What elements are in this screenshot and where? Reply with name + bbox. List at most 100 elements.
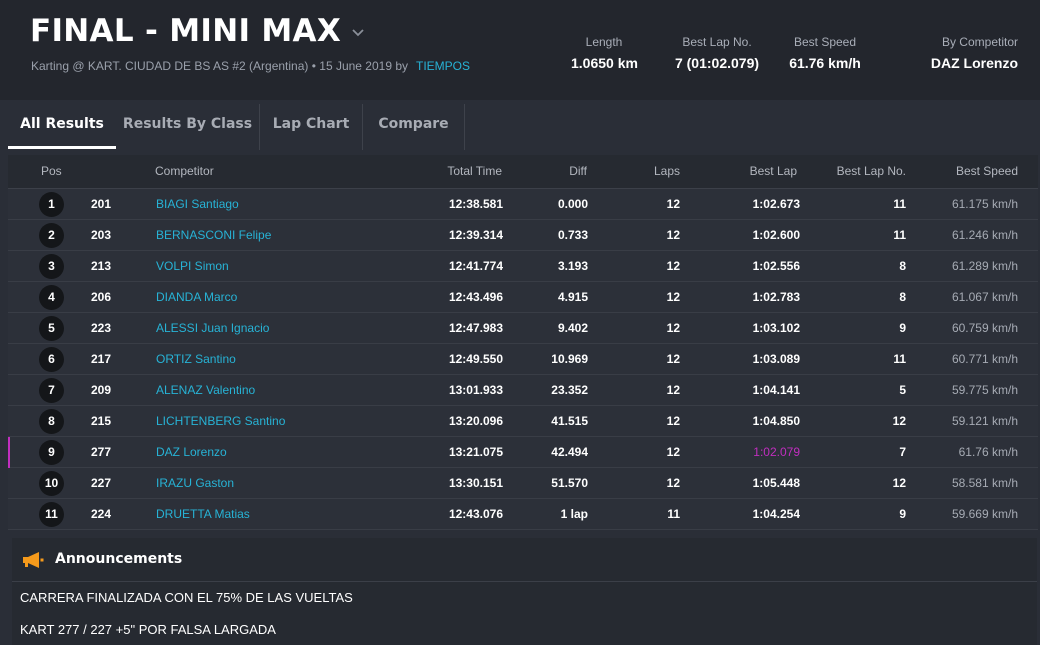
competitor-link[interactable]: VOLPI Simon (156, 259, 229, 273)
laps: 12 (666, 197, 680, 211)
announcements-title: Announcements (55, 551, 183, 567)
col-best-lap[interactable]: Best Lap (749, 164, 797, 178)
best-lap-no: 12 (892, 476, 906, 490)
stat-best-lap-no: Best Lap No. 7 (01:02.079) (668, 35, 766, 71)
best-speed: 61.289 km/h (951, 259, 1018, 273)
position-badge: 8 (39, 409, 64, 434)
competitor-link[interactable]: IRAZU Gaston (156, 476, 235, 490)
stat-length: Length 1.0650 km (571, 35, 638, 71)
kart-number: 213 (91, 259, 112, 273)
competitor-link[interactable]: ORTIZ Santino (156, 352, 236, 366)
tab-lap-chart[interactable]: Lap Chart (272, 116, 350, 132)
col-laps[interactable]: Laps (653, 164, 680, 178)
position-badge: 2 (39, 223, 64, 248)
table-row[interactable]: 1 201 BIAGI Santiago 12:38.581 0.000 12 1:02.6… (8, 189, 1038, 220)
total-time: 12:41.774 (448, 259, 503, 273)
diff: 0.733 (557, 228, 588, 242)
best-lap: 1:04.141 (752, 383, 800, 397)
table-row[interactable]: 5 223 ALESSI Juan Ignacio 12:47.983 9.402 12 1… (8, 313, 1038, 344)
best-lap-no: 11 (893, 197, 906, 211)
competitor-link[interactable]: LICHTENBERG Santino (156, 414, 286, 428)
page-title: FINAL - MINI MAX (30, 13, 342, 49)
kart-number: 203 (91, 228, 112, 242)
best-speed: 58.581 km/h (951, 476, 1018, 490)
col-diff[interactable]: Diff (569, 164, 587, 178)
best-lap-no: 12 (892, 414, 906, 428)
kart-number: 217 (91, 352, 112, 366)
best-speed: 61.76 km/h (958, 445, 1018, 459)
competitor-link[interactable]: ALENAZ Valentino (156, 383, 256, 397)
position-badge: 6 (39, 347, 64, 372)
best-lap: 1:04.254 (752, 507, 800, 521)
best-lap-no: 7 (899, 445, 906, 459)
results-table: Pos Competitor Total Time Diff Laps Best… (8, 155, 1038, 530)
stat-best-speed-value: 61.76 km/h (789, 55, 861, 71)
best-lap: 1:02.600 (752, 228, 800, 242)
table-row[interactable]: 3 213 VOLPI Simon 12:41.774 3.193 12 1:02.556 8… (8, 251, 1038, 282)
table-row[interactable]: 7 209 ALENAZ Valentino 13:01.933 23.352 12 1:0… (8, 375, 1038, 406)
stat-length-label: Length (585, 35, 623, 49)
stat-best-lap-no-label: Best Lap No. (682, 35, 752, 49)
total-time: 12:49.550 (448, 352, 503, 366)
position-badge: 3 (39, 254, 64, 279)
best-lap: 1:02.556 (752, 259, 800, 273)
competitor-link[interactable]: DAZ Lorenzo (156, 445, 227, 459)
tab-divider (362, 104, 363, 150)
stat-best-speed: Best Speed 61.76 km/h (780, 35, 870, 71)
best-lap: 1:02.783 (752, 290, 800, 304)
kart-number: 206 (91, 290, 112, 304)
stat-best-lap-no-value: 7 (01:02.079) (674, 55, 760, 71)
stat-by-competitor: By Competitor DAZ Lorenzo (918, 35, 1018, 71)
organizer-link[interactable]: TIEMPOS (416, 59, 471, 73)
kart-number: 215 (91, 414, 112, 428)
total-time: 13:30.151 (448, 476, 503, 490)
stat-length-value: 1.0650 km (571, 55, 638, 71)
diff: 1 lap (560, 507, 588, 521)
stat-by-competitor-value: DAZ Lorenzo (930, 55, 1018, 71)
table-row[interactable]: 6 217 ORTIZ Santino 12:49.550 10.969 12 1:03.0… (8, 344, 1038, 375)
competitor-link[interactable]: ALESSI Juan Ignacio (156, 321, 270, 335)
stat-by-competitor-label: By Competitor (941, 35, 1018, 49)
announcements-panel: Announcements CARRERA FINALIZADA CON EL … (12, 538, 1037, 645)
kart-number: 209 (91, 383, 112, 397)
competitor-link[interactable]: DIANDA Marco (156, 290, 238, 304)
table-row[interactable]: 2 203 BERNASCONI Felipe 12:39.314 0.733 12 1:0… (8, 220, 1038, 251)
table-row[interactable]: 11 224 DRUETTA Matias 12:43.076 1 lap 11 1:04.… (8, 499, 1038, 530)
chevron-down-icon[interactable] (351, 26, 365, 40)
kart-number: 201 (91, 197, 112, 211)
table-row[interactable]: 9 277 DAZ Lorenzo 13:21.075 42.494 12 1:02.079… (8, 437, 1038, 468)
diff: 10.969 (551, 352, 588, 366)
tab-compare[interactable]: Compare (378, 116, 449, 132)
tab-results-by-class[interactable]: Results By Class (122, 116, 253, 132)
competitor-link[interactable]: BERNASCONI Felipe (156, 228, 272, 242)
competitor-link[interactable]: BIAGI Santiago (156, 197, 239, 211)
table-row[interactable]: 8 215 LICHTENBERG Santino 13:20.096 41.515 12… (8, 406, 1038, 437)
best-speed: 60.759 km/h (951, 321, 1018, 335)
col-pos[interactable]: Pos (41, 164, 62, 178)
kart-number: 277 (91, 445, 112, 459)
best-lap: 1:02.673 (752, 197, 800, 211)
best-lap-no: 8 (899, 259, 906, 273)
col-best-lap-no[interactable]: Best Lap No. (836, 164, 906, 178)
announcement-item: CARRERA FINALIZADA CON EL 75% DE LAS VUE… (20, 590, 353, 605)
total-time: 12:38.581 (448, 197, 503, 211)
tab-divider (259, 104, 260, 150)
kart-number: 227 (91, 476, 112, 490)
best-lap: 1:03.089 (752, 352, 800, 366)
best-lap-no: 11 (893, 228, 906, 242)
best-lap: 1:04.850 (752, 414, 800, 428)
col-competitor[interactable]: Competitor (155, 164, 214, 178)
laps: 12 (666, 476, 680, 490)
table-row[interactable]: 4 206 DIANDA Marco 12:43.496 4.915 12 1:02.783… (8, 282, 1038, 313)
competitor-link[interactable]: DRUETTA Matias (156, 507, 250, 521)
tab-divider (464, 104, 465, 150)
col-total-time[interactable]: Total Time (447, 164, 502, 178)
diff: 4.915 (557, 290, 588, 304)
tab-all-results[interactable]: All Results (8, 104, 116, 149)
table-row[interactable]: 10 227 IRAZU Gaston 13:30.151 51.570 12 1:05.4… (8, 468, 1038, 499)
diff: 0.000 (557, 197, 588, 211)
results-tabs: All Results Results By Class Lap Chart C… (8, 104, 1038, 150)
best-lap-no: 9 (899, 321, 906, 335)
col-best-speed[interactable]: Best Speed (955, 164, 1018, 178)
position-badge: 9 (39, 440, 64, 465)
